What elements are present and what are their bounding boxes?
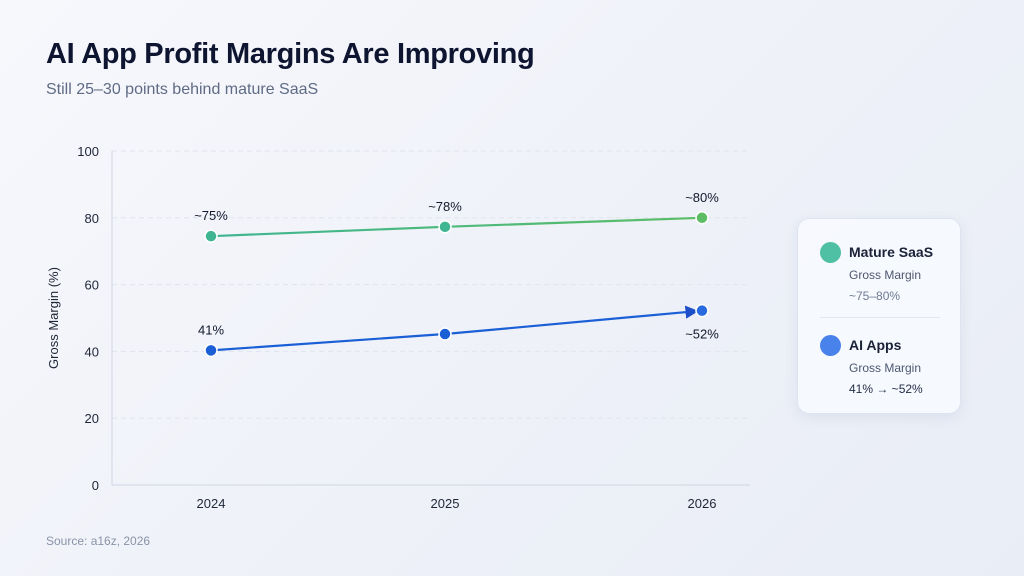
data-label-mature-saas: ~80% <box>685 190 719 205</box>
y-tick-label: 100 <box>77 144 99 159</box>
chart-subtitle: Still 25–30 points behind mature SaaS <box>46 81 319 98</box>
legend-dot-mature-saas <box>820 242 841 263</box>
x-tick-label: 2026 <box>688 496 717 511</box>
source-note: Source: a16z, 2026 <box>46 534 151 548</box>
axes: 0 20 40 60 80 100 2024 2025 2026 Gross Margin (%) <box>46 144 750 511</box>
legend-card: Mature SaaS Gross Margin ~75–80% AI Apps… <box>797 218 961 414</box>
legend-metric: Gross Margin <box>849 361 922 375</box>
legend-range: ~75–80% <box>849 289 901 303</box>
series-line-ai-apps <box>210 305 699 352</box>
x-tick-label: 2024 <box>197 496 226 511</box>
legend-name: AI Apps <box>849 337 902 353</box>
legend-range: 41% → ~52% <box>849 382 923 396</box>
data-point-mature-saas <box>695 211 709 225</box>
series <box>204 211 709 358</box>
grid-lines <box>112 150 750 419</box>
y-tick-label: 80 <box>85 211 99 226</box>
data-labels: ~75% ~78% ~80% 41% ~52% <box>194 190 719 342</box>
y-tick-label: 20 <box>85 411 99 426</box>
data-point-ai-apps <box>438 327 452 341</box>
data-label-mature-saas: ~78% <box>428 199 462 214</box>
series-line-mature-saas <box>210 216 703 238</box>
data-point-ai-apps <box>695 303 709 318</box>
legend-dot-ai-apps <box>820 335 841 356</box>
legend-name: Mature SaaS <box>849 244 934 260</box>
data-label-ai-apps: ~52% <box>685 327 719 342</box>
data-point-ai-apps <box>204 343 218 358</box>
y-tick-label: 0 <box>92 478 99 493</box>
data-label-ai-apps: 41% <box>198 322 224 337</box>
y-axis-label: Gross Margin (%) <box>46 267 61 369</box>
data-point-mature-saas <box>438 220 452 234</box>
data-point-mature-saas <box>204 229 218 243</box>
legend-metric: Gross Margin <box>849 268 922 282</box>
legend-divider <box>820 317 940 318</box>
y-tick-label: 60 <box>85 278 99 293</box>
y-tick-label: 40 <box>85 344 99 359</box>
x-tick-label: 2025 <box>431 496 460 511</box>
chart-title: AI App Profit Margins Are Improving <box>46 38 535 70</box>
data-label-mature-saas: ~75% <box>194 208 228 223</box>
